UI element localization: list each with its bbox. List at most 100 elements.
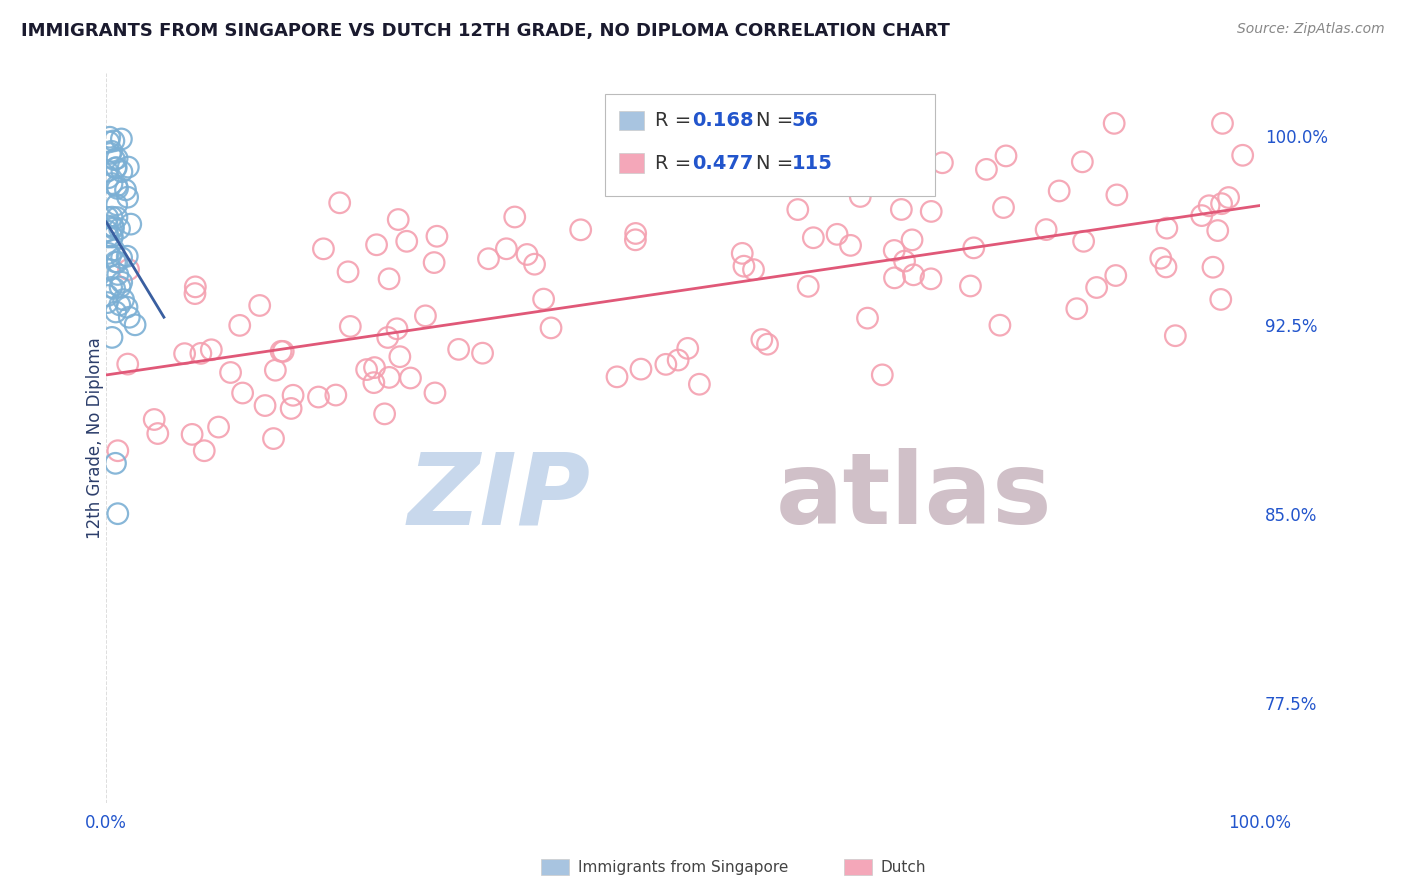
- Text: ZIP: ZIP: [408, 448, 591, 545]
- Point: [994, 149, 1017, 163]
- Point: [356, 362, 378, 376]
- Point: [415, 309, 437, 323]
- Point: [117, 262, 139, 277]
- Point: [751, 333, 773, 347]
- Point: [107, 268, 129, 282]
- Point: [1154, 260, 1177, 274]
- Point: [111, 275, 134, 289]
- Point: [97, 288, 120, 302]
- Point: [264, 363, 287, 377]
- Point: [101, 177, 124, 191]
- Point: [263, 432, 285, 446]
- Point: [378, 370, 401, 384]
- Point: [959, 279, 981, 293]
- Point: [423, 386, 446, 401]
- Point: [108, 298, 131, 312]
- Point: [193, 443, 215, 458]
- Point: [920, 272, 942, 286]
- Point: [105, 211, 128, 225]
- Point: [1211, 196, 1233, 211]
- Point: [883, 244, 905, 258]
- Point: [1066, 301, 1088, 316]
- Point: [181, 427, 204, 442]
- Point: [801, 231, 824, 245]
- Point: [377, 330, 399, 344]
- Point: [312, 242, 335, 256]
- Point: [219, 366, 242, 380]
- Point: [676, 342, 699, 356]
- Point: [378, 272, 401, 286]
- Text: N =: N =: [756, 153, 800, 173]
- Point: [569, 223, 592, 237]
- Point: [117, 160, 139, 174]
- Text: Immigrants from Singapore: Immigrants from Singapore: [578, 860, 789, 874]
- Point: [399, 371, 422, 385]
- Point: [120, 217, 142, 231]
- Point: [903, 268, 925, 282]
- Point: [786, 202, 808, 217]
- Point: [232, 386, 254, 401]
- Point: [173, 346, 195, 360]
- Point: [115, 249, 138, 263]
- Point: [104, 255, 127, 269]
- Point: [108, 280, 131, 294]
- Point: [1035, 222, 1057, 236]
- Text: R =: R =: [655, 111, 697, 130]
- Point: [105, 179, 128, 194]
- Point: [97, 246, 120, 260]
- Point: [516, 247, 538, 261]
- Point: [385, 322, 408, 336]
- Point: [901, 233, 924, 247]
- Text: 56: 56: [792, 111, 818, 130]
- Point: [104, 305, 127, 319]
- Point: [1105, 188, 1128, 202]
- Point: [825, 227, 848, 242]
- Point: [388, 350, 411, 364]
- Point: [1150, 252, 1173, 266]
- Point: [1105, 268, 1128, 283]
- Point: [1198, 199, 1220, 213]
- Text: Dutch: Dutch: [880, 860, 925, 874]
- Point: [117, 190, 139, 204]
- Point: [254, 399, 277, 413]
- Point: [190, 346, 212, 360]
- Point: [117, 357, 139, 371]
- Point: [96, 164, 118, 178]
- Point: [1102, 116, 1125, 130]
- Point: [98, 130, 121, 145]
- Point: [105, 161, 128, 175]
- Point: [742, 262, 765, 277]
- Point: [107, 443, 129, 458]
- Point: [890, 202, 912, 217]
- Point: [731, 246, 754, 260]
- Point: [229, 318, 252, 333]
- Point: [100, 145, 122, 159]
- Point: [107, 181, 129, 195]
- Point: [101, 330, 124, 344]
- Y-axis label: 12th Grade, No Diploma: 12th Grade, No Diploma: [86, 337, 104, 539]
- Point: [105, 198, 128, 212]
- Point: [503, 210, 526, 224]
- Point: [477, 252, 499, 266]
- Point: [110, 251, 132, 265]
- Point: [1218, 190, 1240, 204]
- Point: [1085, 280, 1108, 294]
- Point: [110, 132, 132, 146]
- Point: [606, 369, 628, 384]
- Point: [523, 257, 546, 271]
- Point: [1071, 154, 1094, 169]
- Point: [107, 507, 129, 521]
- Point: [495, 242, 517, 256]
- Point: [207, 420, 229, 434]
- Point: [98, 135, 121, 149]
- Point: [872, 368, 894, 382]
- Point: [112, 293, 135, 307]
- Point: [103, 243, 125, 257]
- Point: [329, 195, 352, 210]
- Point: [426, 229, 449, 244]
- Point: [103, 221, 125, 235]
- Text: N =: N =: [756, 111, 800, 130]
- Point: [471, 346, 494, 360]
- Point: [114, 183, 136, 197]
- Point: [96, 224, 118, 238]
